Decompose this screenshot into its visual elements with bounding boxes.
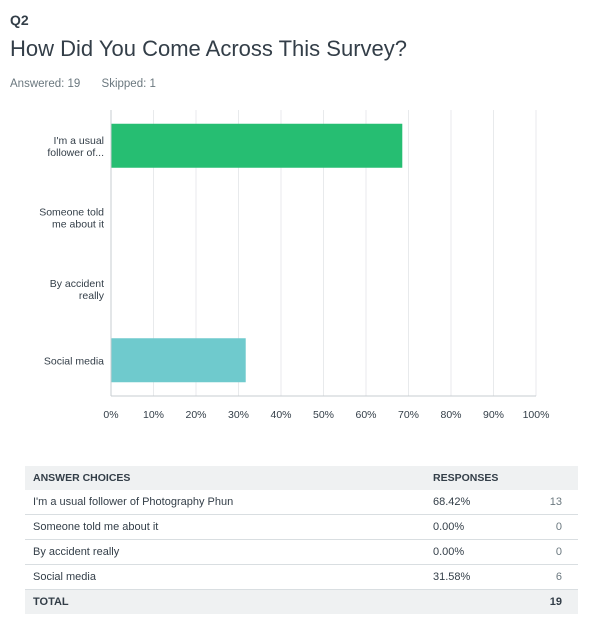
x-tick-label: 60% [355,409,376,421]
category-label: me about it [52,218,104,230]
question-number: Q2 [10,12,29,28]
response-count: 0 [531,539,578,565]
table-row: Social media 31.58% 6 [25,564,578,590]
category-label: I'm a usual [54,135,104,147]
response-percent: 31.58% [425,564,531,590]
total-spacer [425,589,531,614]
response-percent: 0.00% [425,539,531,565]
total-label: TOTAL [25,589,425,614]
bar [111,123,403,168]
response-count: 13 [531,490,578,515]
header-answer-choices: ANSWER CHOICES [25,466,425,490]
response-count: 0 [531,514,578,540]
answer-choice: By accident really [25,539,425,565]
response-percent: 0.00% [425,514,531,540]
x-tick-label: 30% [228,409,249,421]
x-tick-label: 50% [313,409,334,421]
x-tick-label: 90% [483,409,504,421]
skipped-count: Skipped: 1 [101,78,156,90]
header-responses: RESPONSES [425,466,531,490]
table-row: By accident really 0.00% 0 [25,539,578,565]
response-stats: Answered: 19 Skipped: 1 [10,78,174,90]
response-count: 6 [531,564,578,590]
response-percent: 68.42% [425,490,531,515]
table-header-row: ANSWER CHOICES RESPONSES [25,466,578,490]
bar [111,338,246,383]
table-row: I'm a usual follower of Photography Phun… [25,490,578,515]
x-tick-label: 80% [440,409,461,421]
answer-choice: Someone told me about it [25,514,425,540]
answer-choice: I'm a usual follower of Photography Phun [25,490,425,515]
category-label: By accident [50,278,104,290]
category-label: follower of... [47,147,104,159]
x-tick-label: 20% [185,409,206,421]
responses-table: ANSWER CHOICES RESPONSES I'm a usual fol… [25,466,578,614]
answered-count: Answered: 19 [10,78,81,90]
total-row: TOTAL 19 [25,589,578,614]
category-label: really [79,290,105,302]
x-tick-label: 10% [143,409,164,421]
answer-choice: Social media [25,564,425,590]
x-tick-label: 70% [398,409,419,421]
category-label: Someone told [39,206,104,218]
x-tick-label: 100% [523,409,550,421]
header-count [531,466,578,490]
x-tick-label: 40% [270,409,291,421]
x-tick-label: 0% [103,409,118,421]
total-count: 19 [531,589,578,614]
table-row: Someone told me about it 0.00% 0 [25,514,578,540]
category-label: Social media [44,355,104,367]
question-title: How Did You Come Across This Survey? [10,36,407,61]
